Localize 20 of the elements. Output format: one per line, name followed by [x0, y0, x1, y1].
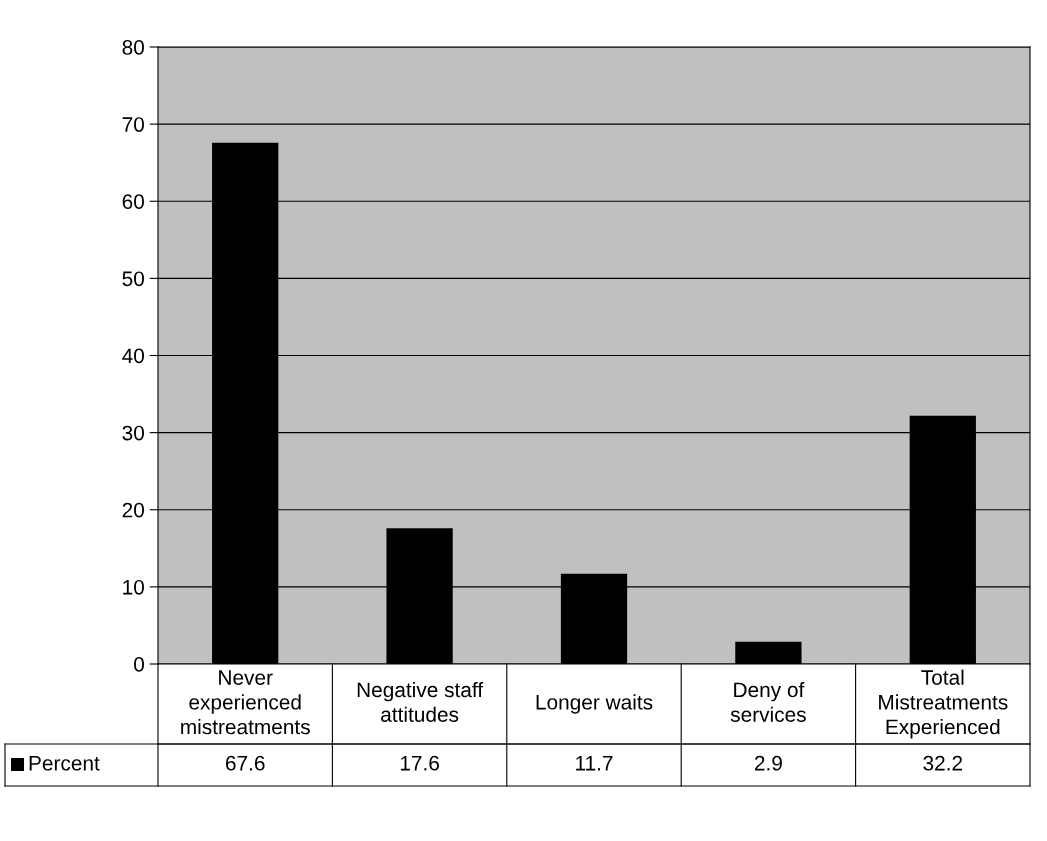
data-label: 67.6 [225, 755, 265, 771]
y-tick-label: 70 [122, 117, 144, 132]
x-tick-label: Never experienced mistreatments [181, 670, 310, 735]
y-tick-label: 0 [134, 657, 144, 672]
data-label: 11.7 [576, 756, 613, 771]
y-tick-label: 40 [122, 348, 144, 364]
x-tick-label: Negative staff attitudes [357, 681, 484, 722]
legend-label: Percent [29, 756, 100, 771]
data-label: 2.9 [754, 755, 782, 771]
data-label: 32.2 [923, 755, 963, 771]
x-tick-label: Longer waits [536, 694, 653, 714]
x-tick-label: Deny of services [730, 681, 806, 722]
y-tick-label: 50 [122, 271, 144, 287]
y-tick-label: 20 [122, 502, 144, 518]
y-tick-label: 30 [122, 425, 144, 441]
x-tick-label: Total Mistreatments Experienced [879, 669, 1008, 739]
y-tick-label: 80 [122, 40, 144, 55]
data-label: 17.6 [400, 755, 439, 771]
y-tick-label: 60 [122, 194, 144, 209]
y-tick-label: 10 [123, 579, 144, 595]
